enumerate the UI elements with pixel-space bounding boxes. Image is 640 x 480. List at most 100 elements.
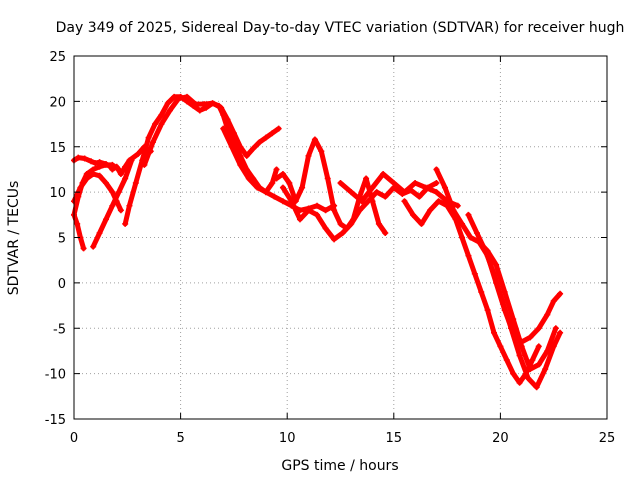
data-point [158, 111, 165, 118]
data-point [435, 198, 442, 205]
data-point [92, 160, 99, 167]
data-point [243, 152, 250, 159]
data-point [314, 202, 321, 209]
data-point [557, 329, 564, 336]
data-point [499, 298, 506, 305]
data-point [262, 134, 269, 141]
data-point [115, 189, 122, 196]
x-tick-label: 25 [599, 431, 616, 446]
data-point [132, 180, 139, 187]
data-point [331, 236, 338, 243]
data-point [122, 175, 129, 182]
x-tick-label: 15 [386, 431, 403, 446]
y-tick-label: 20 [49, 95, 66, 110]
data-point [196, 107, 203, 114]
data-point [324, 175, 331, 182]
series-line [71, 212, 87, 251]
data-point [356, 207, 363, 214]
data-point [365, 198, 372, 205]
data-point [484, 307, 491, 314]
data-point [476, 239, 483, 246]
data-point [109, 161, 116, 168]
series-line [274, 137, 388, 236]
data-point [322, 207, 329, 214]
data-point [88, 158, 95, 165]
data-point [296, 216, 303, 223]
data-point [80, 245, 87, 252]
y-tick-label: 10 [49, 186, 66, 201]
data-point [422, 184, 429, 191]
data-point [115, 166, 122, 173]
data-point [305, 152, 312, 159]
data-point [209, 100, 216, 107]
data-point [81, 155, 88, 162]
data-point [152, 121, 159, 128]
data-point [484, 248, 491, 255]
data-point [83, 170, 90, 177]
data-point [433, 180, 440, 187]
y-tick-label: -10 [45, 368, 66, 383]
data-point [117, 207, 124, 214]
data-point [390, 180, 397, 187]
data-point [271, 193, 278, 200]
data-point [516, 352, 523, 359]
data-point [337, 180, 344, 187]
y-tick-label: -15 [45, 413, 66, 428]
data-point [427, 207, 434, 214]
data-point [75, 193, 82, 200]
chart-title: Day 349 of 2025, Sidereal Day-to-day VTE… [56, 20, 625, 36]
data-point [363, 175, 370, 182]
data-point [516, 379, 523, 386]
data-point [550, 298, 557, 305]
data-point [339, 229, 346, 236]
data-point [126, 202, 133, 209]
data-point [454, 202, 461, 209]
data-point [288, 198, 295, 205]
data-point [254, 184, 261, 191]
y-tick-label: 5 [58, 232, 66, 247]
data-point [109, 202, 116, 209]
data-point [286, 180, 293, 187]
data-point [237, 161, 244, 168]
series-trace-e [90, 157, 135, 250]
data-point [192, 101, 199, 108]
data-point [122, 220, 129, 227]
data-point [418, 220, 425, 227]
data-point [183, 93, 190, 100]
data-point [96, 172, 103, 179]
y-axis-label: SDTVAR / TECUs [6, 181, 22, 296]
data-point [262, 189, 269, 196]
series-trace-l [401, 198, 542, 386]
data-point [102, 161, 109, 168]
data-point [527, 334, 534, 341]
data-point [550, 343, 557, 350]
data-point [533, 384, 540, 391]
data-point [102, 180, 109, 187]
x-tick-label: 5 [176, 431, 184, 446]
data-point [269, 180, 276, 187]
data-point [149, 139, 156, 146]
data-point [433, 189, 440, 196]
axis-ticks: 0 5 10 15 20 25 -15 -10 -5 0 5 10 15 20 25 [45, 50, 616, 446]
data-point [358, 198, 365, 205]
data-point [250, 145, 257, 152]
data-point [459, 220, 466, 227]
x-tick-label: 0 [70, 431, 78, 446]
data-point [525, 375, 532, 382]
data-point [141, 161, 148, 168]
data-point [380, 170, 387, 177]
series-trace-o [476, 239, 559, 373]
data-point [90, 166, 97, 173]
data-point [401, 189, 408, 196]
data-point [337, 220, 344, 227]
data-point [501, 288, 508, 295]
data-point [412, 180, 419, 187]
data-point [322, 225, 329, 232]
data-point [535, 325, 542, 332]
data-point [220, 125, 227, 132]
data-point [527, 366, 534, 373]
data-point [164, 100, 171, 107]
series-line [338, 171, 461, 209]
series-line [122, 94, 279, 227]
